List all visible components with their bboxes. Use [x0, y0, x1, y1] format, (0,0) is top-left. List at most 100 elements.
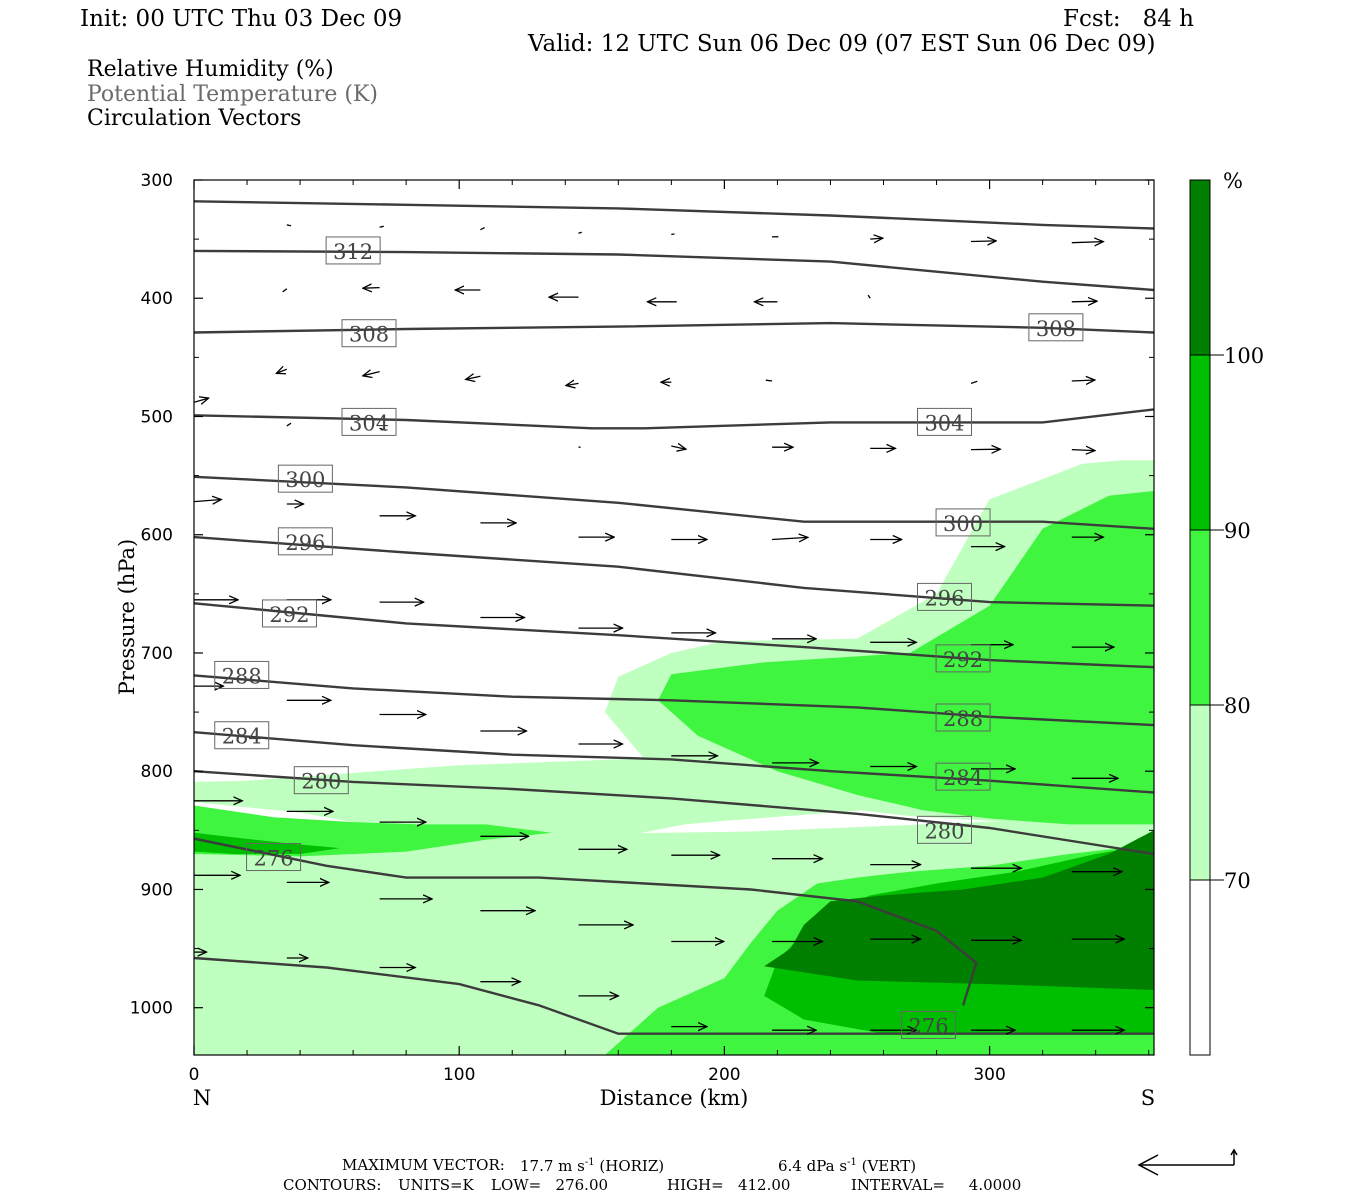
contour-label-288: 288: [935, 703, 991, 732]
circulation-vector: [194, 500, 221, 502]
y-tick-label: 500: [141, 407, 173, 427]
contour-label-312: 312: [325, 236, 381, 265]
contour-label-text: 304: [349, 411, 389, 435]
theta-contour-line: [194, 200, 1154, 230]
y-tick-label: 400: [141, 289, 173, 309]
circulation-vector: [566, 383, 579, 385]
x-tick-label: 300: [973, 1065, 1005, 1085]
contour-label-304: 304: [916, 407, 972, 436]
contours-label: CONTOURS:: [283, 1176, 382, 1194]
contour-label-text: 300: [943, 512, 983, 536]
circulation-vector: [286, 422, 292, 427]
colorbar-segment: [1190, 530, 1210, 705]
legend-theta: Potential Temperature (K): [87, 82, 378, 107]
rh-region-80: [658, 491, 1154, 825]
legend-rh: Relative Humidity (%): [87, 57, 334, 82]
contour-label-text: 288: [943, 707, 983, 731]
circulation-vector: [1071, 242, 1104, 243]
max-vector-horiz: 17.7 m s-1 (HORIZ): [520, 1158, 664, 1174]
colorbar-unit: %: [1223, 169, 1243, 193]
y-tick-label: 300: [141, 171, 173, 191]
colorbar-label: 100: [1224, 344, 1264, 368]
contour-label-box: [325, 236, 381, 265]
contour-label-text: 280: [301, 770, 341, 794]
y-tick-label: 1000: [130, 999, 173, 1019]
contour-label-280: 280: [916, 815, 972, 844]
contour-label-300: 300: [935, 508, 991, 537]
contour-label-292: 292: [261, 599, 317, 628]
circulation-vector: [363, 372, 380, 376]
x-tick-label: 200: [708, 1065, 740, 1085]
contours-low: LOW= 276.00: [491, 1176, 609, 1194]
contour-label-296: 296: [916, 582, 972, 611]
theta-contour-labels: 312 308 308 304 304 300 300 296 296 292 292 288 288 2…: [214, 236, 1084, 1039]
circulation-vector: [970, 380, 978, 385]
contour-label-308: 308: [341, 319, 397, 348]
contour-label-box: [214, 721, 270, 750]
contours-interval: INTERVAL= 4.0000: [851, 1176, 1022, 1194]
circulation-vectors: [194, 224, 1124, 1030]
circulation-vector: [1071, 301, 1097, 302]
circulation-vector: [379, 225, 384, 228]
y-tick-label: 600: [141, 526, 173, 546]
contour-label-284: 284: [214, 721, 270, 750]
contour-label-box: [935, 644, 991, 673]
forecast-hour: Fcst: 84 h: [1063, 6, 1194, 32]
valid-time: Valid: 12 UTC Sun 06 Dec 09 (07 EST Sun …: [528, 31, 1156, 57]
contour-label-box: [277, 464, 333, 493]
max-vert-tag: (VERT): [861, 1157, 917, 1175]
contour-label-text: 296: [924, 586, 964, 610]
circulation-vector: [286, 224, 292, 227]
theta-contour-line: [194, 321, 1154, 334]
contour-label-text: 288: [222, 664, 262, 688]
max-horiz-value: 17.7 m s: [520, 1157, 585, 1175]
theta-contour-line: [194, 602, 1154, 669]
contour-label-276: 276: [901, 1010, 957, 1039]
contour-label-text: 308: [1036, 317, 1076, 341]
contour-label-box: [935, 703, 991, 732]
contour-label-text: 284: [222, 725, 262, 749]
theta-contour-line: [194, 535, 1154, 607]
circulation-vector: [870, 238, 883, 239]
contour-label-284: 284: [935, 762, 991, 791]
circulation-vector: [1071, 450, 1095, 451]
max-horiz-exp: -1: [584, 1157, 595, 1168]
circulation-vector: [772, 537, 808, 539]
colorbar-label: 80: [1224, 694, 1251, 718]
contour-label-text: 296: [285, 531, 325, 555]
contour-label-box: [277, 527, 333, 556]
contour-label-text: 292: [943, 648, 983, 672]
theta-contour-line: [194, 956, 1154, 1035]
colorbar-label: 70: [1224, 869, 1251, 893]
y-tick-label: 700: [141, 644, 173, 664]
x-tick-label: 0: [189, 1065, 200, 1085]
colorbar-segment: [1190, 880, 1210, 1055]
circulation-vector: [480, 227, 485, 231]
max-vert-exp: -1: [847, 1157, 857, 1168]
circulation-vector: [1071, 380, 1095, 381]
theta-contour-line: [194, 837, 978, 1006]
contour-label-304: 304: [341, 407, 397, 436]
theta-contour-line: [194, 249, 1154, 292]
circulation-vector: [282, 288, 288, 293]
contour-label-box: [341, 407, 397, 436]
x-axis-title: Distance (km): [600, 1086, 749, 1110]
colorbar-frame: [1189, 179, 1211, 1056]
circulation-vector: [867, 294, 871, 299]
contour-label-280: 280: [293, 766, 349, 795]
theta-contour-line: [194, 770, 1154, 856]
colorbar-segment: [1190, 180, 1210, 355]
contour-label-box: [341, 319, 397, 348]
legend-vectors: Circulation Vectors: [87, 106, 302, 131]
circulation-vector: [379, 427, 387, 432]
circulation-vector: [466, 376, 481, 379]
colorbar: 100 90 80 70: [1189, 179, 1264, 1056]
south-end-label: S: [1141, 1086, 1155, 1110]
max-vector-vert: 6.4 dPa s-1 (VERT): [778, 1158, 916, 1174]
contour-label-box: [246, 843, 302, 872]
circulation-vector: [276, 369, 288, 373]
contour-label-text: 312: [333, 240, 373, 264]
max-vert-value: 6.4 dPa s: [778, 1157, 848, 1175]
contour-label-300: 300: [277, 464, 333, 493]
